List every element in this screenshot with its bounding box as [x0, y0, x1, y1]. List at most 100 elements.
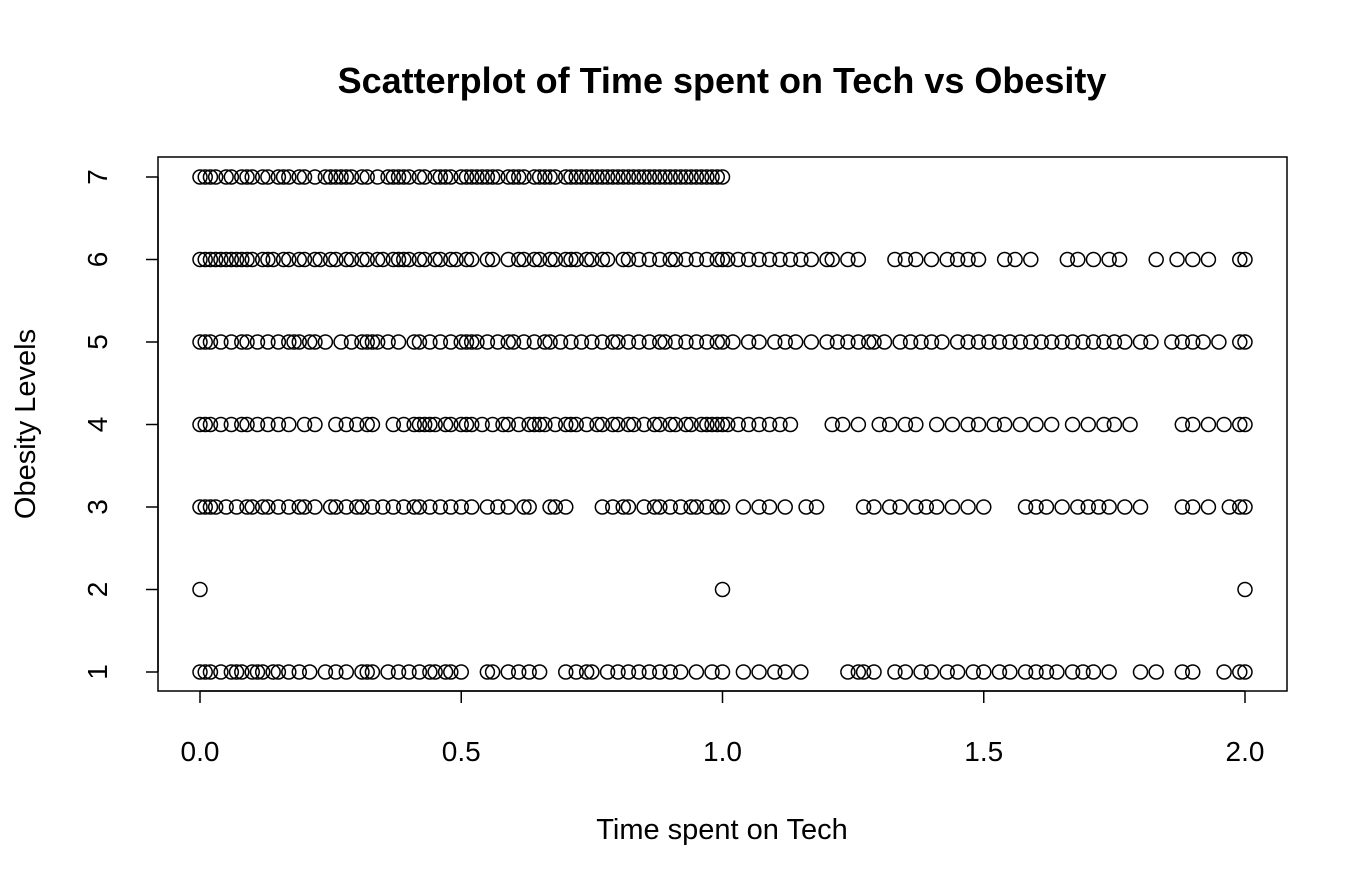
y-tick-label: 7: [82, 169, 113, 185]
data-point: [375, 251, 391, 268]
data-point: [218, 499, 234, 515]
data-point: [1002, 664, 1018, 680]
data-point: [913, 334, 929, 350]
data-point: [850, 251, 867, 268]
data-point: [427, 251, 443, 268]
data-point: [798, 499, 814, 515]
data-point: [1106, 416, 1123, 433]
data-point: [369, 169, 386, 185]
data-point: [960, 416, 976, 433]
data-point: [484, 664, 501, 680]
data-point: [453, 499, 469, 515]
data-point: [260, 416, 276, 433]
data-point: [531, 416, 548, 433]
data-point: [385, 169, 402, 185]
data-point: [578, 664, 595, 680]
data-point: [699, 169, 715, 185]
data-point: [563, 334, 579, 350]
x-tick-label: 1.0: [703, 736, 742, 767]
data-point: [934, 334, 950, 350]
data-point: [328, 499, 344, 515]
data-point: [223, 334, 240, 350]
data-point: [824, 251, 840, 268]
data-point: [944, 499, 961, 515]
data-point: [714, 169, 731, 185]
data-point: [479, 499, 496, 515]
data-point: [908, 416, 924, 433]
data-point: [396, 251, 412, 268]
data-point: [510, 169, 527, 185]
data-point: [1216, 664, 1232, 680]
data-point: [1002, 334, 1018, 350]
data-point: [463, 334, 480, 350]
data-point: [406, 499, 422, 515]
data-point: [1064, 664, 1081, 680]
data-point: [594, 334, 611, 350]
data-point: [1028, 664, 1044, 680]
data-point: [944, 416, 961, 433]
data-point: [584, 664, 600, 680]
data-point: [328, 664, 344, 680]
data-point: [667, 169, 684, 185]
x-axis-label: Time spent on Tech: [596, 814, 847, 846]
y-tick-label: 2: [82, 582, 113, 598]
data-point: [777, 334, 793, 350]
data-point: [1090, 499, 1107, 515]
data-point: [260, 499, 276, 515]
data-point: [599, 664, 616, 680]
data-point: [338, 499, 355, 515]
data-point: [1101, 664, 1117, 680]
data-point: [558, 251, 574, 268]
data-point: [281, 664, 297, 680]
data-point: [787, 334, 804, 350]
chart-title: Scatterplot of Time spent on Tech vs Obe…: [338, 60, 1107, 101]
data-point: [307, 169, 323, 185]
data-point: [1174, 334, 1191, 350]
data-point: [1043, 334, 1060, 350]
data-point: [683, 416, 699, 433]
data-point: [662, 169, 678, 185]
data-point: [432, 499, 449, 515]
data-point: [484, 416, 501, 433]
x-tick-label: 0.5: [442, 736, 481, 767]
data-point: [678, 416, 694, 433]
data-point: [422, 664, 438, 680]
data-point: [338, 664, 355, 680]
data-point: [249, 416, 266, 433]
data-point: [1237, 664, 1253, 680]
data-point: [688, 664, 705, 680]
data-point: [281, 416, 297, 433]
data-point: [578, 169, 595, 185]
data-point: [902, 334, 919, 350]
data-point: [1085, 251, 1102, 268]
data-point: [505, 169, 522, 185]
data-point: [249, 334, 266, 350]
x-tick-label: 0.0: [181, 736, 220, 767]
data-point: [239, 334, 255, 350]
data-point: [427, 169, 443, 185]
data-point: [881, 499, 898, 515]
data-point: [1085, 664, 1102, 680]
data-point: [333, 169, 349, 185]
data-point: [1185, 416, 1201, 433]
data-point: [474, 169, 490, 185]
data-point: [1117, 499, 1133, 515]
data-point: [296, 169, 313, 185]
data-point: [913, 664, 929, 680]
data-point: [547, 499, 564, 515]
data-point: [432, 169, 449, 185]
data-point: [767, 664, 783, 680]
data-point: [578, 416, 595, 433]
data-point: [949, 664, 966, 680]
data-point: [463, 169, 480, 185]
data-point: [1148, 664, 1164, 680]
data-point: [385, 251, 402, 268]
data-point: [521, 416, 537, 433]
data-point: [1232, 416, 1248, 433]
data-point: [207, 499, 224, 515]
data-point: [474, 416, 490, 433]
data-point: [270, 169, 287, 185]
data-point: [291, 334, 308, 350]
data-point: [662, 251, 678, 268]
x-axis: 0.0 0.5 1.0 1.5 2.0: [181, 690, 1264, 767]
